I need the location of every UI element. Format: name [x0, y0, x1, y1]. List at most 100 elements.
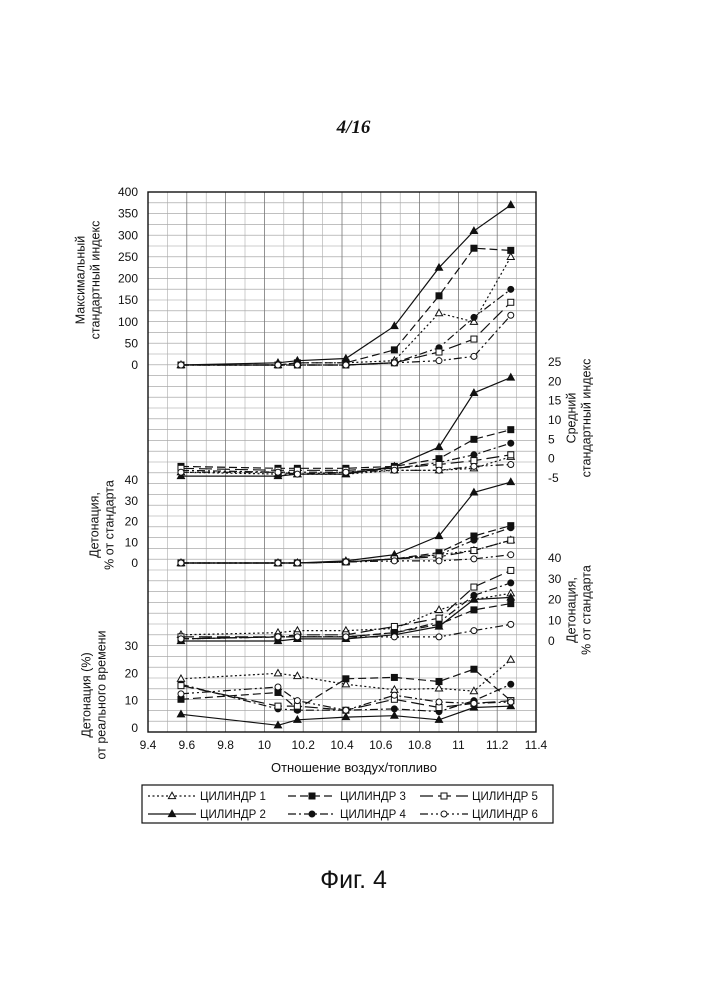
data-point-knock_realtime-cyl3: [471, 666, 477, 672]
data-point-knock_std-cyl6: [391, 558, 397, 564]
data-point-avg_index-cyl6: [275, 469, 281, 475]
data-point-avg_index-cyl4: [508, 440, 514, 446]
data-point-knock_std_2-cyl5: [508, 567, 514, 573]
data-point-knock_std_2-cyl6: [275, 634, 281, 640]
data-point-avg_index-cyl6: [343, 469, 349, 475]
data-point-knock_std-cyl5: [471, 548, 477, 554]
data-point-max_index-cyl6: [471, 353, 477, 359]
data-point-knock_realtime-cyl1: [435, 685, 442, 691]
data-point-avg_index-cyl5: [508, 452, 514, 458]
y-axis-label: % от стандарта: [103, 480, 117, 570]
data-point-avg_index-cyl6: [436, 467, 442, 473]
y-tick-label: 10: [125, 535, 139, 549]
data-point-knock_std-cyl6: [178, 560, 184, 566]
data-point-max_index-cyl3: [508, 247, 514, 253]
data-point-avg_index-cyl6: [294, 471, 300, 477]
data-point-knock_std-cyl4: [508, 525, 514, 531]
data-point-avg_index-cyl6: [471, 463, 477, 469]
data-point-knock_std_2-cyl3: [508, 601, 514, 607]
figure-caption: Фиг. 4: [0, 866, 707, 895]
data-point-max_index-cyl3: [391, 347, 397, 353]
data-point-knock_realtime-cyl1: [507, 656, 514, 662]
x-tick-label: 10.2: [292, 738, 316, 752]
y-tick-label: 0: [548, 634, 555, 648]
data-point-knock_realtime-cyl6: [508, 699, 514, 705]
x-tick-label: 10.6: [369, 738, 393, 752]
chart-labels: 9.49.69.81010.210.410.610.81111.211.4Отн…: [74, 185, 594, 775]
data-point-knock_std_2-cyl1: [435, 606, 442, 612]
data-point-max_index-cyl3: [436, 293, 442, 299]
y-axis-label: Детонация,: [565, 577, 579, 643]
y-axis-label: стандартный индекс: [89, 221, 103, 340]
y-tick-label: 20: [125, 666, 139, 680]
data-point-max_index-cyl6: [178, 362, 184, 368]
y-tick-label: 40: [548, 551, 562, 565]
data-point-max_index-cyl2: [470, 227, 477, 233]
series-line-knock_realtime-cyl5: [181, 686, 511, 711]
data-point-knock_realtime-cyl6: [471, 700, 477, 706]
data-point-knock_std-cyl4: [471, 537, 477, 543]
y-tick-label: 50: [125, 336, 139, 350]
series-line-avg_index-cyl2: [181, 378, 511, 477]
data-point-avg_index-cyl6: [391, 467, 397, 473]
data-point-max_index-cyl5: [471, 336, 477, 342]
data-point-max_index-cyl4: [508, 286, 514, 292]
y-tick-label: 100: [118, 315, 138, 329]
y-axis-label: Детонация (%): [80, 652, 94, 737]
data-point-avg_index-cyl3: [471, 436, 477, 442]
x-tick-label: 9.4: [140, 738, 157, 752]
data-point-max_index-cyl6: [343, 362, 349, 368]
y-tick-label: 40: [125, 473, 139, 487]
data-point-knock_std-cyl6: [436, 558, 442, 564]
data-point-knock_std-cyl6: [294, 560, 300, 566]
data-point-max_index-cyl5: [436, 349, 442, 355]
data-point-knock_std_2-cyl6: [294, 634, 300, 640]
data-point-knock_realtime-cyl3: [343, 676, 349, 682]
y-tick-label: 15: [548, 394, 562, 408]
y-tick-label: 20: [548, 374, 562, 388]
data-point-max_index-cyl6: [508, 312, 514, 318]
y-tick-label: 10: [548, 613, 562, 627]
data-point-knock_realtime-cyl6: [343, 707, 349, 713]
y-tick-label: 25: [548, 355, 562, 369]
legend-marker-cyl3: [309, 793, 315, 799]
data-point-knock_realtime-cyl6: [391, 692, 397, 698]
x-axis-label: Отношение воздух/топливо: [271, 760, 437, 775]
data-point-avg_index-cyl6: [508, 461, 514, 467]
data-point-knock_std_2-cyl6: [508, 621, 514, 627]
data-point-max_index-cyl2: [507, 201, 514, 207]
data-point-knock_std-cyl6: [343, 559, 349, 565]
y-tick-label: 0: [131, 721, 138, 735]
data-point-knock_std-cyl2: [507, 478, 514, 484]
data-point-knock_realtime-cyl4: [508, 681, 514, 687]
data-point-knock_realtime-cyl3: [436, 679, 442, 685]
data-point-knock_realtime-cyl6: [294, 698, 300, 704]
legend-label-cyl5: ЦИЛИНДР 5: [472, 791, 538, 803]
data-point-knock_std_2-cyl6: [178, 636, 184, 642]
data-point-max_index-cyl5: [508, 299, 514, 305]
data-point-knock_std_2-cyl5: [471, 584, 477, 590]
y-tick-label: -5: [548, 471, 559, 485]
data-point-max_index-cyl6: [275, 362, 281, 368]
y-tick-label: 0: [548, 452, 555, 466]
data-point-knock_realtime-cyl1: [274, 670, 281, 676]
y-axis-label: стандартный индекс: [580, 359, 594, 478]
legend-label-cyl4: ЦИЛИНДР 4: [340, 809, 407, 821]
data-point-knock_realtime-cyl2: [177, 711, 184, 717]
data-point-knock_std-cyl6: [508, 552, 514, 558]
y-tick-label: 30: [548, 572, 562, 586]
data-point-max_index-cyl4: [471, 314, 477, 320]
data-point-max_index-cyl6: [294, 362, 300, 368]
y-tick-label: 200: [118, 272, 138, 286]
data-point-knock_realtime-cyl5: [275, 703, 281, 709]
data-point-max_index-cyl6: [391, 360, 397, 366]
y-tick-label: 300: [118, 228, 138, 242]
x-tick-label: 9.8: [217, 738, 234, 752]
y-tick-label: 250: [118, 250, 138, 264]
y-tick-label: 30: [125, 494, 139, 508]
data-point-knock_std_2-cyl6: [436, 634, 442, 640]
data-point-knock_realtime-cyl4: [391, 706, 397, 712]
data-point-knock_realtime-cyl6: [178, 691, 184, 697]
data-point-knock_std_2-cyl6: [391, 634, 397, 640]
x-tick-label: 10.8: [408, 738, 432, 752]
